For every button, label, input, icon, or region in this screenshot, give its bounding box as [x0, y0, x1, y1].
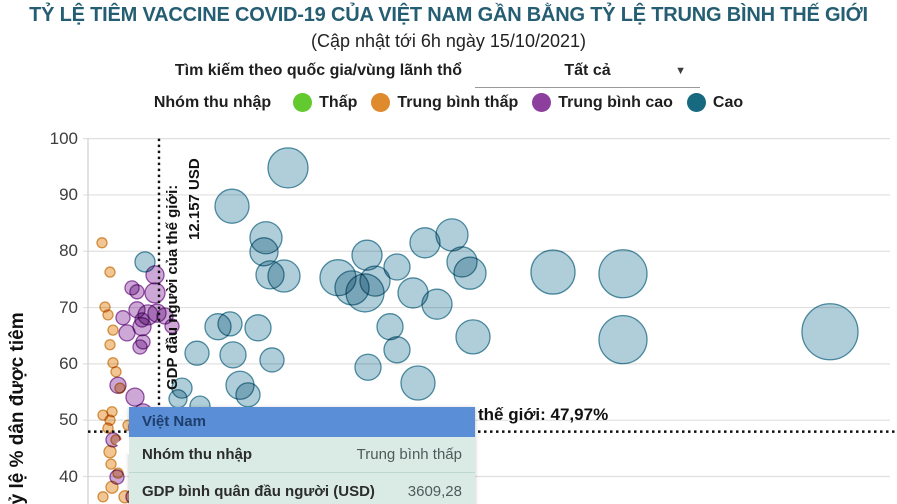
country-bubble-cao[interactable]: [354, 353, 382, 381]
upper-middle-income-dot-icon: [532, 93, 552, 112]
country-bubble-cao[interactable]: [376, 313, 404, 341]
legend: Nhóm thu nhập Thấp Trung bình thấp Trung…: [0, 93, 897, 112]
country-bubble-trung-bình-thấp[interactable]: [102, 422, 114, 434]
country-bubble-trung-bình-cao[interactable]: [129, 284, 145, 300]
country-bubble-cao[interactable]: [530, 249, 576, 295]
page-title: TỶ LỆ TIÊM VACCINE COVID-19 CỦA VIỆT NAM…: [29, 4, 868, 26]
country-bubble-cao[interactable]: [217, 311, 243, 337]
search-label: Tìm kiếm theo quốc gia/vùng lãnh thổ: [174, 62, 462, 79]
country-bubble-trung-bình-thấp[interactable]: [107, 324, 119, 336]
gdp-reference-line-value: 12.157 USD: [186, 158, 203, 240]
country-bubble-trung-bình-cao[interactable]: [132, 339, 148, 355]
country-bubble-trung-bình-cao[interactable]: [125, 387, 145, 407]
country-bubble-cao[interactable]: [400, 365, 436, 401]
country-bubble-trung-bình-cao[interactable]: [164, 318, 180, 334]
country-bubble-cao[interactable]: [383, 253, 411, 281]
country-bubble-cao[interactable]: [244, 314, 272, 342]
country-bubble-trung-bình-thấp[interactable]: [102, 309, 114, 321]
y-tick-label: 100: [49, 128, 78, 148]
country-bubble-cao[interactable]: [453, 256, 487, 290]
y-axis-title: Tỷ lệ % dân được tiêm: [7, 312, 28, 504]
country-bubble-trung-bình-thấp[interactable]: [104, 339, 116, 351]
country-bubble-trung-bình-thấp[interactable]: [97, 491, 109, 503]
country-bubble-cao[interactable]: [598, 249, 648, 299]
country-bubble-trung-bình-cao[interactable]: [144, 282, 166, 304]
country-bubble-trung-bình-cao[interactable]: [132, 317, 152, 337]
country-bubble-trung-bình-thấp[interactable]: [110, 366, 122, 378]
page-subtitle: (Cập nhật tới 6h ngày 15/10/2021): [311, 31, 586, 51]
country-bubble-cao[interactable]: [383, 336, 411, 364]
country-bubble-trung-bình-thấp[interactable]: [104, 266, 116, 278]
country-bubble-trung-bình-thấp[interactable]: [112, 467, 124, 479]
gdp-reference-line-label: GDP đầu người của thế giới:: [164, 184, 181, 390]
country-bubble-trung-bình-thấp[interactable]: [105, 480, 119, 494]
tooltip-title: Việt Nam: [129, 407, 475, 437]
vietnam-tooltip: Việt Nam Nhóm thu nhập Trung bình thấp G…: [116, 407, 475, 504]
country-bubble-cao[interactable]: [351, 239, 383, 271]
chevron-down-icon[interactable]: ▼: [675, 65, 686, 77]
country-bubble-cao[interactable]: [168, 389, 188, 409]
tooltip-row-gdp: GDP bình quân đầu người (USD) 3609,28: [129, 472, 475, 504]
country-bubble-cao[interactable]: [409, 227, 441, 259]
country-bubble-trung-bình-thấp[interactable]: [96, 237, 108, 249]
y-tick-label: 70: [59, 297, 78, 317]
country-bubble-trung-bình-thấp[interactable]: [103, 445, 117, 459]
country-dropdown[interactable]: Tất cả ▼: [475, 58, 700, 88]
y-tick-label: 40: [59, 466, 78, 486]
y-tick-label: 80: [59, 241, 78, 261]
country-bubble-cao[interactable]: [267, 259, 301, 293]
y-tick-label: 60: [59, 353, 78, 373]
legend-item-cao[interactable]: Cao: [686, 93, 743, 112]
country-bubble-cao[interactable]: [214, 188, 250, 224]
high-income-dot-icon: [686, 93, 706, 112]
country-bubble-cao[interactable]: [184, 340, 210, 366]
legend-item-thap[interactable]: Thấp: [293, 93, 357, 112]
country-bubble-cao[interactable]: [435, 218, 469, 252]
country-dropdown-value[interactable]: Tất cả: [564, 62, 611, 79]
legend-title: Nhóm thu nhập: [153, 93, 272, 111]
legend-item-trung-binh-thap[interactable]: Trung bình thấp: [371, 93, 518, 112]
country-bubble-cao[interactable]: [455, 319, 491, 355]
lower-middle-income-dot-icon: [371, 93, 391, 112]
country-bubble-cao[interactable]: [421, 288, 453, 320]
country-bubble-trung-bình-cao[interactable]: [115, 310, 131, 326]
world-average-line-label: thế giới: 47,97%: [478, 405, 609, 424]
country-bubble-cao[interactable]: [259, 347, 285, 373]
tooltip-arrow-icon: [116, 433, 129, 455]
country-bubble-cao[interactable]: [598, 315, 648, 365]
y-tick-label: 50: [59, 410, 78, 430]
y-tick-label: 90: [59, 184, 78, 204]
country-bubble-cao[interactable]: [267, 147, 309, 189]
country-bubble-cao[interactable]: [219, 341, 247, 369]
country-bubble-cao[interactable]: [235, 382, 261, 408]
country-bubble-cao[interactable]: [801, 303, 859, 361]
low-income-dot-icon: [293, 93, 313, 112]
country-bubble-trung-bình-thấp[interactable]: [114, 382, 126, 394]
tooltip-body: Nhóm thu nhập Trung bình thấp GDP bình q…: [129, 437, 475, 504]
tooltip-row-income-group: Nhóm thu nhập Trung bình thấp: [142, 446, 462, 463]
country-bubble-trung-bình-thấp[interactable]: [105, 458, 117, 470]
legend-item-trung-binh-cao[interactable]: Trung bình cao: [532, 93, 673, 112]
country-bubble-trung-bình-cao[interactable]: [145, 265, 165, 285]
